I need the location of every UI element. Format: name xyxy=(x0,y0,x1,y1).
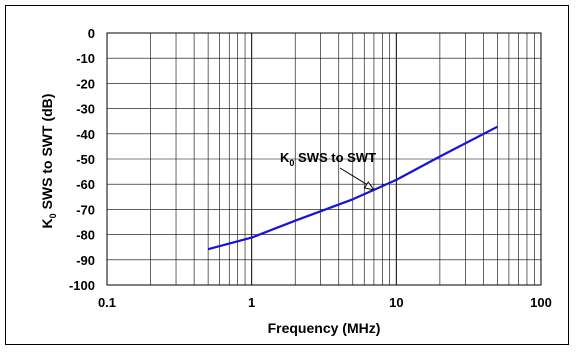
x-tick-label: 10 xyxy=(389,295,403,310)
annotation-main: K xyxy=(280,150,290,165)
x-tick-labels: 0.1 1 10 100 xyxy=(98,295,552,310)
y-tick-label: -40 xyxy=(76,127,95,142)
y-tick-label: -90 xyxy=(76,253,95,268)
x-tick-label: 0.1 xyxy=(98,295,116,310)
annotation-arrow-line xyxy=(339,167,372,188)
y-axis-label: K0 SWS to SWT (dB) xyxy=(39,94,58,229)
y-tick-label: -60 xyxy=(76,177,95,192)
series-line xyxy=(207,125,499,251)
y-tick-label: 0 xyxy=(88,26,95,41)
annotation-arrow-head xyxy=(363,181,376,191)
y-tick-label: -100 xyxy=(69,278,95,293)
x-tick-label: 100 xyxy=(530,295,552,310)
chart-frame xyxy=(5,5,569,345)
y-tick-label: -50 xyxy=(76,152,95,167)
series-layer xyxy=(207,125,499,251)
y-tick-label: -10 xyxy=(76,51,95,66)
series-annotation: K0 SWS to SWT xyxy=(280,150,376,168)
plot-area xyxy=(106,32,542,286)
y-axis-label-main: K xyxy=(39,218,55,228)
y-tick-labels: 0 -10 -20 -30 -40 -50 -60 -70 -80 -90 -100 xyxy=(69,26,95,293)
annotation-rest: SWS to SWT xyxy=(294,150,376,165)
y-axis-label-rest: SWS to SWT (dB) xyxy=(39,94,55,214)
x-tick-label: 1 xyxy=(248,295,255,310)
y-axis-label-sub: 0 xyxy=(48,213,58,218)
y-tick-label: -20 xyxy=(76,76,95,91)
y-tick-label: -70 xyxy=(76,202,95,217)
annotation-sub: 0 xyxy=(289,158,294,168)
y-tick-label: -80 xyxy=(76,228,95,243)
y-tick-label: -30 xyxy=(76,102,95,117)
x-axis-label: Frequency (MHz) xyxy=(268,320,381,336)
